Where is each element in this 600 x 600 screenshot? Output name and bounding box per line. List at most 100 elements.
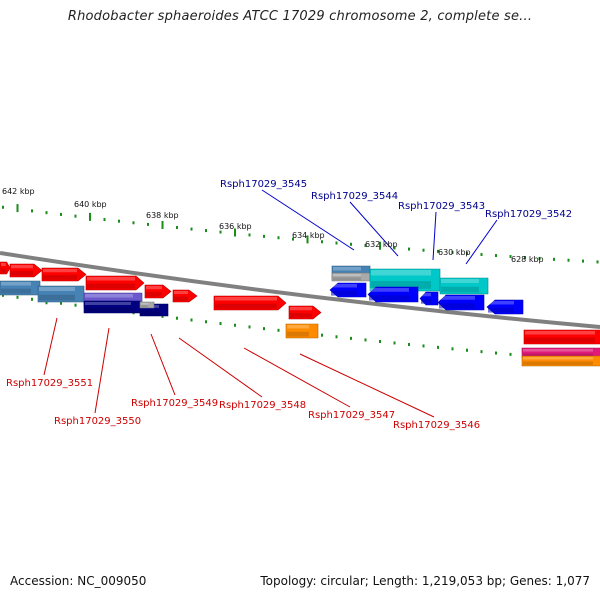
- gene-arrow-highlight: [287, 325, 309, 329]
- gene-arrow-shade: [1, 268, 6, 273]
- gene-label-bottom[interactable]: Rsph17029_3548: [219, 400, 306, 411]
- gene-arrow-highlight: [421, 293, 431, 297]
- gene-arrow-shade: [287, 331, 309, 337]
- ruler-tick: [263, 327, 265, 331]
- gene-label-top[interactable]: Rsph17029_3545: [220, 179, 307, 190]
- ruler-tick: [466, 251, 468, 255]
- gene-label-top[interactable]: Rsph17029_3544: [311, 191, 398, 202]
- gene-arrow-shade: [141, 310, 159, 315]
- tick-label: 642 kbp: [2, 187, 35, 196]
- ruler-tick: [379, 241, 381, 250]
- genome-summary: Topology: circular; Length: 1,219,053 bp…: [260, 574, 590, 588]
- ruler-tick: [16, 295, 19, 299]
- ruler-tick: [422, 344, 425, 348]
- gene-arrow-shade: [441, 286, 479, 293]
- ruler-tick: [422, 248, 425, 252]
- leader-line: [94, 327, 110, 414]
- gene-arrow-highlight: [371, 270, 431, 276]
- gene-arrow-highlight: [174, 291, 188, 294]
- ruler-tick: [393, 341, 396, 345]
- gene-arrow-highlight: [215, 297, 277, 301]
- leader-line: [349, 201, 399, 257]
- leader-line: [43, 317, 58, 376]
- gene-arrow-shade: [371, 281, 431, 289]
- ruler-tick: [161, 314, 164, 318]
- ruler-tick: [524, 255, 526, 259]
- chromosome-backbone: [0, 251, 600, 329]
- leader-line: [150, 333, 176, 396]
- ruler-tick: [103, 218, 106, 222]
- ruler-tick: [364, 338, 367, 342]
- gene-arrow-highlight: [141, 303, 149, 305]
- ruler-tick: [161, 220, 164, 229]
- ruler-tick: [89, 212, 91, 221]
- gene-arrow-shade: [290, 313, 312, 318]
- tick-label: 636 kbp: [219, 222, 252, 231]
- leader-line: [243, 347, 351, 408]
- gene-label-bottom[interactable]: Rsph17029_3547: [308, 410, 395, 421]
- gene-label-bottom[interactable]: Rsph17029_3546: [393, 420, 480, 431]
- gene-arrow-highlight: [85, 294, 133, 298]
- ruler-tick: [147, 222, 149, 226]
- gene-arrow-highlight: [333, 267, 361, 271]
- gene-label-top[interactable]: Rsph17029_3543: [398, 201, 485, 212]
- label-leaders: [43, 189, 498, 418]
- ruler-tick: [60, 301, 62, 305]
- gene-arrow-highlight: [488, 301, 514, 305]
- leader-line: [465, 219, 498, 265]
- gene-arrow-highlight: [43, 269, 77, 273]
- gene-arrow-shade: [174, 296, 188, 301]
- ruler-tick: [118, 219, 120, 223]
- gene-features[interactable]: [0, 261, 600, 367]
- ruler-tick: [74, 214, 77, 218]
- ruler-tick: [74, 303, 77, 307]
- gene-label-top[interactable]: Rsph17029_3542: [485, 209, 572, 220]
- ruler-tick: [596, 260, 599, 264]
- gene-label-bottom[interactable]: Rsph17029_3551: [6, 378, 93, 389]
- gene-arrow-highlight: [333, 274, 361, 276]
- gene-labels[interactable]: Rsph17029_3545 Rsph17029_3544 Rsph17029_…: [6, 179, 572, 431]
- ruler-tick: [509, 255, 512, 259]
- gene-arrow-highlight: [290, 307, 312, 311]
- tick-label: 640 kbp: [74, 200, 107, 209]
- gene-arrow-shade: [215, 303, 277, 309]
- gene-arrow-shade: [87, 283, 135, 289]
- ruler-tick: [509, 352, 512, 356]
- ruler-tick: [321, 333, 323, 337]
- ruler-tick: [277, 328, 280, 332]
- ruler-tick: [205, 320, 207, 324]
- leader-line: [261, 189, 355, 251]
- ruler-tick: [466, 348, 468, 352]
- ruler-tick: [205, 229, 207, 233]
- gene-arrow-shade: [85, 307, 131, 312]
- ruler-tick: [132, 221, 135, 225]
- ruler-tick: [277, 236, 280, 240]
- ruler-tick: [437, 249, 439, 253]
- gene-arrow-highlight: [523, 357, 593, 360]
- ruler-tick: [364, 244, 367, 248]
- ruler-tick: [451, 347, 454, 351]
- gene-label-bottom[interactable]: Rsph17029_3549: [131, 398, 218, 409]
- tick-labels: 642 kbp 640 kbp 638 kbp 636 kbp 634 kbp …: [2, 187, 544, 264]
- leader-line: [432, 211, 437, 261]
- gene-arrow-highlight: [369, 288, 409, 292]
- gene-arrow-highlight: [85, 302, 131, 305]
- ruler-tick: [437, 345, 439, 349]
- ruler-tick: [495, 351, 497, 355]
- gene-arrow-shade: [331, 290, 357, 296]
- ruler-tick: [219, 322, 222, 326]
- ruler-tick: [538, 256, 541, 260]
- gene-arrow-highlight: [441, 279, 479, 283]
- ruler-outer: [2, 204, 599, 264]
- ruler-tick: [480, 350, 483, 354]
- tick-label: 628 kbp: [511, 255, 544, 264]
- ruler-tick: [350, 336, 352, 340]
- gene-arrow-shade: [439, 303, 475, 309]
- gene-label-bottom[interactable]: Rsph17029_3550: [54, 416, 141, 427]
- gene-arrow-highlight: [523, 349, 593, 352]
- gene-arrow-highlight: [1, 282, 31, 286]
- ruler-tick: [335, 335, 338, 339]
- ruler-tick: [234, 323, 236, 327]
- ruler-tick: [31, 209, 33, 213]
